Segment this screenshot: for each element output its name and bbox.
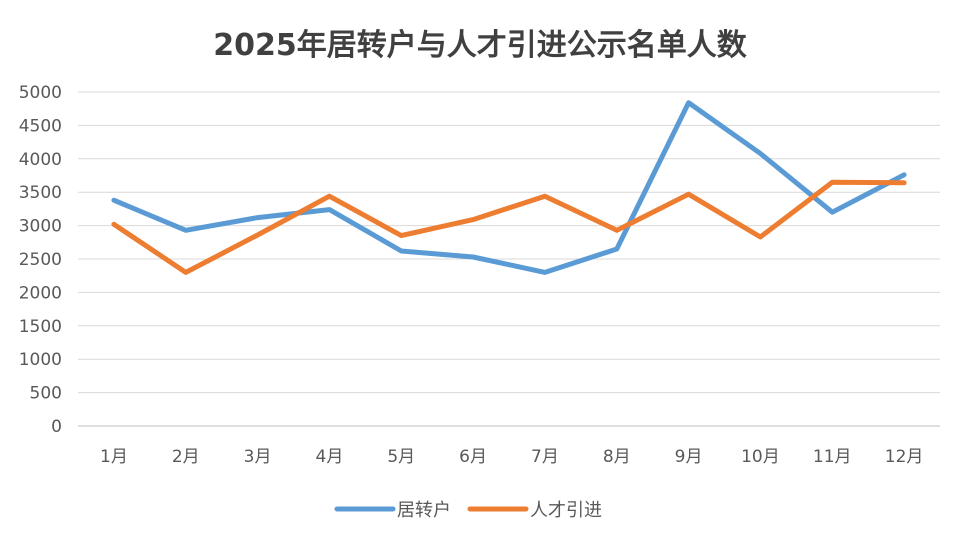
data-point (257, 234, 259, 236)
x-tick-label: 3月 (244, 447, 272, 467)
series-line-1 (111, 100, 907, 275)
x-tick-label: 2月 (172, 447, 200, 467)
x-tick-label: 12月 (885, 447, 924, 467)
data-point (113, 223, 115, 225)
data-point (831, 211, 833, 213)
x-tick-label: 4月 (316, 447, 344, 467)
x-tick-label: 9月 (675, 447, 703, 467)
series-lines (111, 100, 907, 275)
x-tick-label: 8月 (603, 447, 631, 467)
series-line-2 (111, 179, 907, 275)
y-tick-label: 5000 (19, 83, 62, 103)
y-tick-label: 2000 (19, 283, 62, 303)
y-tick-label: 2500 (19, 250, 62, 270)
x-tick-label: 11月 (813, 447, 852, 467)
y-axis-ticks: 0 500 1000 1500 2000 2500 3000 3500 4000 4500 5000 (19, 83, 62, 437)
data-point (831, 181, 833, 183)
data-point (472, 256, 474, 258)
data-point (616, 229, 618, 231)
data-point (903, 182, 905, 184)
y-tick-label: 1500 (19, 317, 62, 337)
data-point (400, 250, 402, 252)
x-axis-ticks: 1月 2月 3月 4月 5月 6月 7月 8月 9月 10月 11月 12月 (100, 447, 923, 467)
data-point (472, 219, 474, 221)
y-tick-label: 4500 (19, 116, 62, 136)
chart-title: 2025年居转户与人才引进公示名单人数 (213, 28, 747, 63)
data-point (544, 271, 546, 273)
data-point (257, 217, 259, 219)
data-point (903, 174, 905, 176)
x-tick-label: 5月 (387, 447, 415, 467)
data-point (328, 209, 330, 211)
data-point (400, 235, 402, 237)
data-point (759, 236, 761, 238)
data-point (185, 271, 187, 273)
data-point (328, 195, 330, 197)
y-tick-label: 4000 (19, 150, 62, 170)
legend-label: 人才引进 (530, 500, 602, 521)
legend: 居转户 人才引进 (334, 500, 602, 521)
gridlines (78, 91, 940, 427)
y-tick-label: 3000 (19, 217, 62, 237)
data-point (688, 102, 690, 104)
x-tick-label: 10月 (741, 447, 780, 467)
data-point (544, 195, 546, 197)
y-tick-label: 1000 (19, 350, 62, 370)
legend-label: 居转户 (397, 500, 451, 521)
y-tick-label: 500 (30, 384, 62, 404)
x-tick-label: 6月 (459, 447, 487, 467)
data-point (688, 193, 690, 195)
data-point (113, 199, 115, 201)
data-point (759, 152, 761, 154)
y-tick-label: 0 (51, 417, 62, 437)
x-tick-label: 1月 (100, 447, 128, 467)
data-point (616, 248, 618, 250)
data-point (185, 229, 187, 231)
x-tick-label: 7月 (531, 447, 559, 467)
y-tick-label: 3500 (19, 183, 62, 203)
